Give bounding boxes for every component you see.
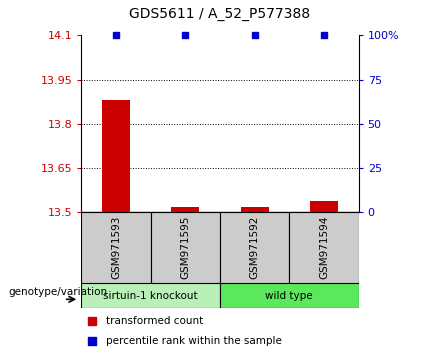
Text: transformed count: transformed count <box>106 316 204 326</box>
Bar <box>172 206 199 212</box>
Bar <box>220 212 290 283</box>
Bar <box>310 201 338 212</box>
Text: GSM971594: GSM971594 <box>319 216 329 280</box>
Bar <box>150 212 220 283</box>
Text: GSM971593: GSM971593 <box>111 216 121 280</box>
Text: genotype/variation: genotype/variation <box>9 287 108 297</box>
Bar <box>81 283 220 308</box>
Bar <box>241 206 268 212</box>
Bar <box>81 212 150 283</box>
Text: GSM971595: GSM971595 <box>180 216 191 280</box>
Bar <box>220 283 359 308</box>
Text: sirtuin-1 knockout: sirtuin-1 knockout <box>103 291 198 301</box>
Text: GDS5611 / A_52_P577388: GDS5611 / A_52_P577388 <box>129 7 311 21</box>
Bar <box>102 100 130 212</box>
Text: GSM971592: GSM971592 <box>249 216 260 280</box>
Text: wild type: wild type <box>265 291 313 301</box>
Bar <box>290 212 359 283</box>
Text: percentile rank within the sample: percentile rank within the sample <box>106 336 282 346</box>
